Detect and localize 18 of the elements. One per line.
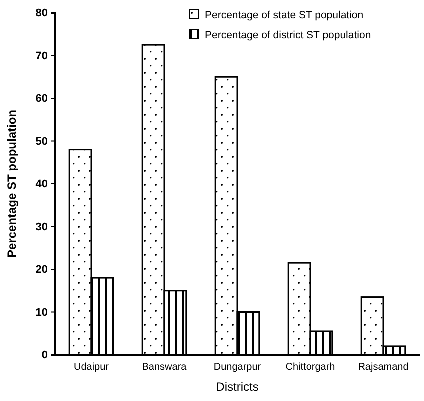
x-tick-label: Banswara: [142, 362, 188, 374]
x-tick-label: Chittorgarh: [286, 362, 336, 374]
y-tick-label: 20: [36, 264, 48, 276]
legend-label: Percentage of state ST population: [205, 10, 364, 22]
y-tick-label: 70: [36, 50, 48, 62]
y-axis-title: Percentage ST population: [5, 110, 19, 258]
y-tick-label: 80: [36, 8, 48, 20]
legend-label: Percentage of district ST population: [205, 30, 372, 42]
y-tick-label: 40: [36, 178, 48, 191]
y-tick-label: 0: [42, 350, 48, 362]
y-tick-label: 30: [36, 221, 48, 234]
x-axis-title: Districts: [216, 380, 259, 394]
x-tick-label: Dungarpur: [214, 362, 262, 374]
x-tick-label: Udaipur: [74, 362, 110, 374]
x-tick-label: Rajsamand: [358, 362, 409, 374]
y-tick-label: 50: [36, 136, 48, 148]
y-tick-label: 60: [36, 93, 48, 106]
y-tick-label: 10: [36, 306, 48, 319]
